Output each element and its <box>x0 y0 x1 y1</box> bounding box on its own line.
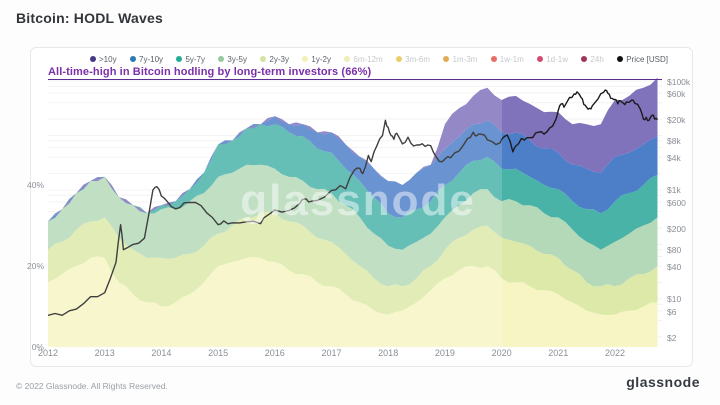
x-tick-2013: 2013 <box>94 348 115 358</box>
band->10y[interactable] <box>48 77 658 222</box>
price-line[interactable] <box>48 89 659 317</box>
legend-item-24h[interactable]: 24h <box>581 54 604 64</box>
y-left-tick-0%: 0% <box>31 342 44 352</box>
legend-dot-icon <box>260 56 267 62</box>
plot-svg[interactable] <box>48 66 662 352</box>
x-tick-2021: 2021 <box>548 348 569 358</box>
legend-dot-icon <box>396 56 403 62</box>
legend-label: 1y-2y <box>311 54 331 64</box>
legend-dot-icon <box>537 56 544 62</box>
legend-dot-icon <box>130 56 136 62</box>
band-1y-2y[interactable] <box>48 256 658 347</box>
chart-legend: >10y 7y-10y 5y-7y 3y-5y 2y-3y 1y-2y 6m-12m 3m-6… <box>90 52 668 66</box>
legend-item-7y-10y[interactable]: 7y-10y <box>130 55 163 64</box>
legend-dot-icon <box>218 56 225 62</box>
copyright-footer: © 2022 Glassnode. All Rights Reserved. <box>16 381 168 391</box>
legend-item-3m-6m[interactable]: 3m-6m <box>396 55 430 64</box>
legend-dot-icon <box>443 56 450 62</box>
legend-label: 1m-3m <box>452 54 478 64</box>
y-right-tick-$100k: $100k <box>667 76 691 87</box>
y-right-tick-$10: $10 <box>667 294 682 305</box>
legend-label: 3m-6m <box>405 54 431 64</box>
legend-dot-icon <box>490 56 497 62</box>
glassnode-logo[interactable]: glassnode <box>626 374 700 390</box>
legend-label: 5y-7y <box>185 54 205 64</box>
legend-item-5y-7y[interactable]: 5y-7y <box>176 55 205 64</box>
band-3y-5y[interactable] <box>48 164 658 287</box>
legend-item-1m-3m[interactable]: 1m-3m <box>443 55 477 64</box>
x-tick-2015: 2015 <box>208 348 229 358</box>
y-right-tick-$2: $2 <box>667 332 677 343</box>
y-right-tick-$6: $6 <box>667 306 677 317</box>
legend-label: 6m-12m <box>353 54 383 64</box>
legend-dot-icon <box>302 56 309 62</box>
legend-dot-icon <box>176 56 183 62</box>
band-7y-10y[interactable] <box>48 116 658 222</box>
x-tick-2018: 2018 <box>378 348 399 358</box>
x-tick-2017: 2017 <box>321 348 342 358</box>
page-title: Bitcoin: HODL Waves <box>16 10 163 26</box>
legend-label: 2y-3y <box>269 54 289 64</box>
ath-annotation-text: All-time-high in Bitcoin hodling by long… <box>48 66 372 78</box>
y-left-tick-20%: 20% <box>26 261 44 271</box>
y-right-tick-$60k: $60k <box>667 88 686 99</box>
legend-item-3y-5y[interactable]: 3y-5y <box>218 55 247 64</box>
legend-item--10y[interactable]: >10y <box>90 55 117 64</box>
x-tick-2012: 2012 <box>37 348 59 358</box>
x-tick-2020: 2020 <box>491 348 512 358</box>
legend-item-1d-1w[interactable]: 1d-1w <box>537 55 568 64</box>
legend-item-price-usd-[interactable]: Price [USD] <box>617 55 668 64</box>
x-tick-2022: 2022 <box>604 348 626 358</box>
legend-item-2y-3y[interactable]: 2y-3y <box>260 55 289 64</box>
x-tick-2014: 2014 <box>151 348 172 358</box>
band-2y-3y[interactable] <box>48 211 658 316</box>
y-right-tick-$600: $600 <box>667 197 686 208</box>
legend-label: >10y <box>99 54 117 64</box>
legend-dot-icon <box>617 56 624 62</box>
y-right-tick-$1k: $1k <box>667 185 681 196</box>
y-right-tick-$80: $80 <box>667 245 682 256</box>
x-tick-2019: 2019 <box>434 348 455 358</box>
x-tick-2016: 2016 <box>264 348 285 358</box>
legend-item-1w-1m[interactable]: 1w-1m <box>490 54 524 64</box>
legend-dot-icon <box>581 56 588 62</box>
y-right-tick-$4k: $4k <box>667 152 681 163</box>
y-right-tick-$20k: $20k <box>667 114 686 125</box>
legend-item-1y-2y[interactable]: 1y-2y <box>302 55 331 64</box>
ath-66pct-line <box>48 79 662 80</box>
legend-dot-icon <box>344 56 351 62</box>
y-left-tick-40%: 40% <box>26 180 44 190</box>
legend-item-6m-12m[interactable]: 6m-12m <box>344 54 383 64</box>
y-right-tick-$40: $40 <box>667 261 682 272</box>
legend-dot-icon <box>90 56 96 62</box>
hodl-waves-plot[interactable]: glassnode <box>48 66 662 352</box>
legend-label: 24h <box>590 54 604 64</box>
legend-label: 1w-1m <box>499 54 524 64</box>
legend-label: 7y-10y <box>139 54 164 64</box>
legend-label: 1d-1w <box>546 54 568 64</box>
y-right-tick-$8k: $8k <box>667 136 681 147</box>
y-right-tick-$200: $200 <box>667 223 686 234</box>
legend-label: Price [USD] <box>626 54 668 64</box>
legend-label: 3y-5y <box>227 54 247 64</box>
band-5y-7y[interactable] <box>48 124 658 250</box>
